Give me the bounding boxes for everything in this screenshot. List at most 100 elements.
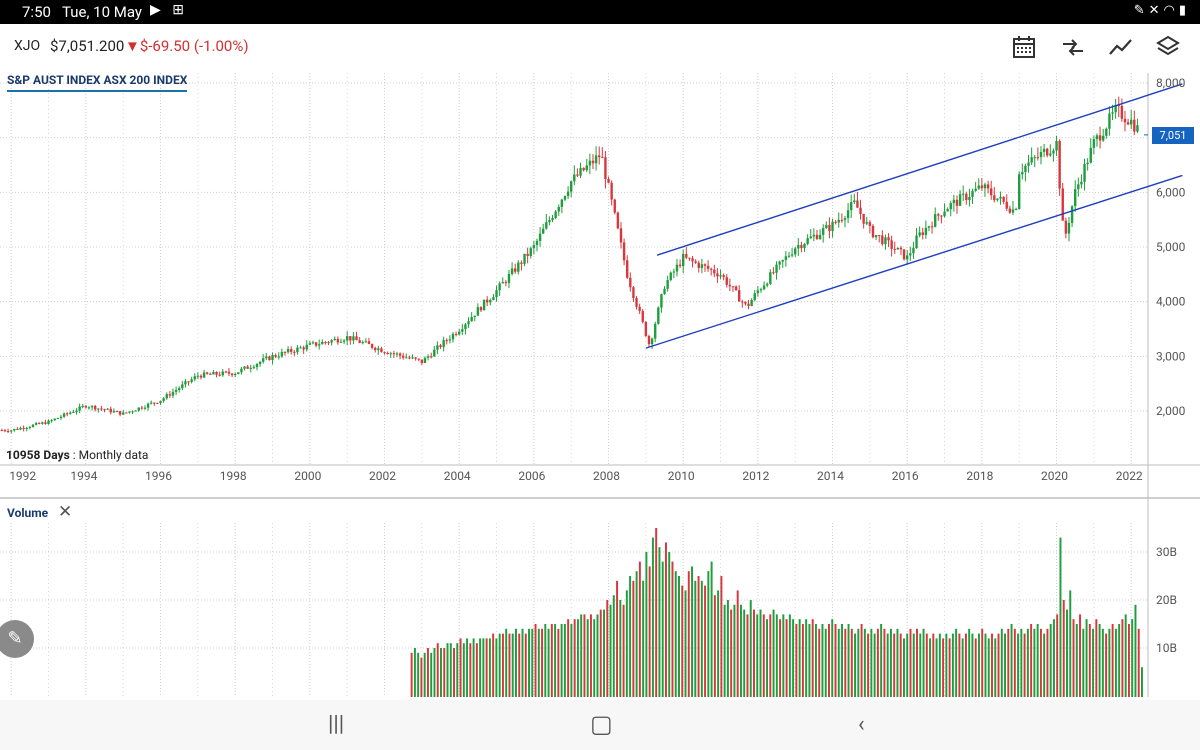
volume-bar xyxy=(1000,628,1003,697)
year-tick-label: 2000 xyxy=(294,469,321,483)
volume-bar xyxy=(749,600,752,697)
candle-body xyxy=(560,199,564,207)
mute-icon: ✕ xyxy=(1148,3,1164,18)
volume-bar xyxy=(691,566,694,697)
compare-icon[interactable] xyxy=(1060,34,1086,60)
home-button[interactable]: ▢ xyxy=(590,710,613,738)
volume-bar xyxy=(1059,537,1062,697)
candle-body xyxy=(1064,220,1068,234)
candle-body xyxy=(594,155,598,164)
volume-close-icon[interactable]: ✕ xyxy=(58,502,73,522)
volume-bar xyxy=(766,619,769,697)
volume-bar xyxy=(1036,624,1039,697)
volume-bar xyxy=(642,580,645,697)
candle-body xyxy=(1074,189,1077,207)
volume-bar xyxy=(1030,624,1033,697)
candle-body xyxy=(582,167,585,171)
candle-body xyxy=(1098,135,1102,141)
volume-bar xyxy=(498,633,501,697)
price-candles xyxy=(0,96,1139,434)
candle-body xyxy=(902,249,906,260)
candle-body xyxy=(90,405,94,408)
candle-body xyxy=(685,253,688,258)
candle-body xyxy=(734,286,738,291)
volume-bar xyxy=(488,638,491,697)
trend-line-upper xyxy=(656,83,1183,256)
trend-channel[interactable] xyxy=(645,83,1183,349)
candle-body xyxy=(458,331,461,335)
candle-body xyxy=(445,340,448,342)
year-tick-label: 2008 xyxy=(593,469,620,483)
price-volume-chart[interactable]: 8,0007,0006,0005,0004,0003,0002,00019921… xyxy=(0,70,1200,700)
candle-body xyxy=(759,289,763,291)
candle-body xyxy=(156,402,159,404)
candle-body xyxy=(327,342,330,344)
volume-bar xyxy=(1127,624,1130,697)
candle-body xyxy=(526,253,529,257)
volume-bar xyxy=(717,590,720,697)
volume-bar xyxy=(1043,633,1046,697)
volume-bar xyxy=(446,643,449,697)
trend-line-icon[interactable] xyxy=(1108,34,1134,60)
volume-bar xyxy=(449,643,452,697)
candle-body xyxy=(439,345,442,348)
status-time: 7:50 xyxy=(22,3,51,21)
price-tick-label: 4,000 xyxy=(1156,295,1186,309)
candle-body xyxy=(781,260,784,262)
candle-body xyxy=(837,219,840,223)
candle-body xyxy=(650,338,654,345)
candle-body xyxy=(934,214,937,227)
candle-body xyxy=(448,339,452,341)
volume-bar xyxy=(958,633,961,697)
candle-body xyxy=(517,262,520,272)
candle-body xyxy=(1080,181,1083,185)
volume-bar xyxy=(906,633,909,697)
candle-body xyxy=(1077,184,1080,190)
candle-body xyxy=(784,256,788,261)
candle-body xyxy=(896,247,900,250)
calendar-icon[interactable] xyxy=(1011,34,1037,60)
volume-bar xyxy=(505,628,508,697)
candle-body xyxy=(479,307,483,311)
candle-body xyxy=(181,384,184,389)
app-header: XJO $7,051.200 ▼$-69.50 (-1.00%) xyxy=(0,24,1200,70)
layers-icon[interactable] xyxy=(1155,34,1181,60)
volume-bar xyxy=(661,561,664,697)
candle-body xyxy=(654,323,657,339)
volume-bar xyxy=(417,652,420,697)
recent-apps-button[interactable]: ||| xyxy=(328,712,345,737)
volume-bar xyxy=(935,638,938,697)
volume-bar xyxy=(462,643,465,697)
candle-body xyxy=(694,261,697,263)
volume-bar xyxy=(1020,628,1023,697)
volume-bar xyxy=(1082,628,1085,697)
volume-bar xyxy=(619,600,622,697)
volume-bar xyxy=(730,609,733,697)
candle-body xyxy=(22,427,25,429)
edit-pencil-button[interactable]: ✎ xyxy=(0,620,34,658)
candle-body xyxy=(1058,140,1061,189)
volume-bar xyxy=(632,580,635,697)
chart-title-underline xyxy=(7,90,187,92)
volume-bar xyxy=(563,624,566,697)
volume-bar xyxy=(997,633,1000,697)
candle-body xyxy=(246,366,249,369)
volume-bar xyxy=(645,552,648,697)
candle-body xyxy=(75,410,78,413)
candle-body xyxy=(825,224,828,229)
candle-body xyxy=(467,321,470,325)
volume-bar xyxy=(655,528,658,697)
candle-body xyxy=(523,253,526,264)
price-tick-label: 5,000 xyxy=(1156,240,1186,254)
back-button[interactable]: ‹ xyxy=(858,712,865,737)
volume-bar xyxy=(896,628,899,697)
candle-body xyxy=(199,375,203,378)
candle-body xyxy=(741,301,744,303)
year-tick-label: 2012 xyxy=(742,469,769,483)
candle-body xyxy=(958,194,962,206)
volume-bar xyxy=(570,624,573,697)
candle-body xyxy=(856,200,859,208)
candle-body xyxy=(644,321,648,337)
year-tick-label: 1992 xyxy=(9,469,36,483)
volume-bar xyxy=(518,633,521,697)
